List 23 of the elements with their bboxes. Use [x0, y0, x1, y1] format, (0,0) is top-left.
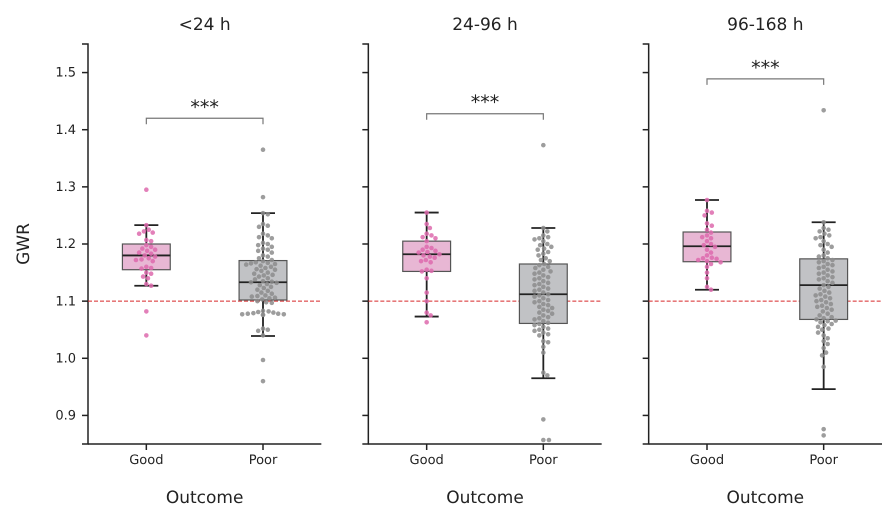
x-tick-label: Poor [248, 453, 278, 468]
x-axis-title: Outcome [446, 488, 524, 508]
y-tick-label: 0.9 [55, 408, 76, 424]
y-tick-label: 1.2 [55, 237, 76, 252]
y-tick-label: 1.3 [55, 180, 76, 196]
chart-title: 24-96 h [452, 15, 518, 35]
x-axis-title: Outcome [726, 488, 804, 508]
x-axis-title: Outcome [166, 488, 244, 508]
annotation: *** [470, 92, 500, 114]
chart-title: 96-168 h [727, 15, 804, 35]
annotation: *** [190, 96, 219, 118]
x-tick-label: Good [410, 453, 444, 468]
x-tick-label: Poor [529, 453, 558, 468]
x-tick-label: Good [129, 453, 164, 468]
y-tick-label: 1.4 [55, 122, 76, 138]
chart-title: <24 h [178, 15, 231, 35]
x-tick-label: Good [690, 453, 724, 468]
y-axis-title: GWR [14, 222, 34, 265]
x-tick-label: Poor [809, 453, 839, 468]
annotation: *** [751, 56, 780, 79]
y-tick-label: 1.5 [55, 66, 76, 81]
y-tick-label: 1.0 [55, 351, 76, 366]
y-tick-label: 1.1 [55, 294, 76, 310]
